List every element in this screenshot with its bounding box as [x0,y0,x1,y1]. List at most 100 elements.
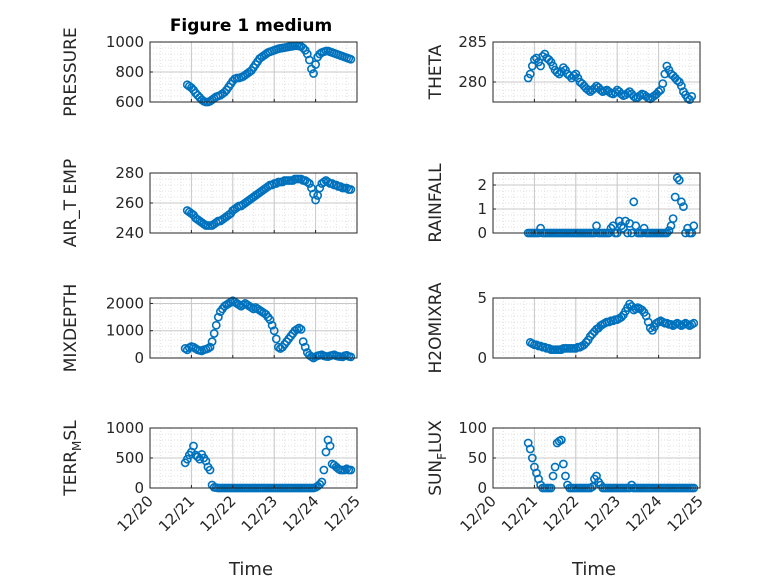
data-point [267,320,277,330]
data-point [592,221,601,231]
data-point [614,216,624,226]
data-point [672,173,682,183]
x-tick-label: 12/22 [196,492,239,535]
x-tick-label: 12/21 [498,492,541,535]
data-point [561,471,570,481]
data-point [265,315,275,325]
data-point [645,323,655,333]
data-point [654,87,663,96]
x-tick-label: 12/24 [622,492,665,535]
data-point [315,183,325,193]
data-point [670,192,680,202]
subplot-mixdepth: 0 1000 2000 MIXDEPTH [61,284,358,373]
data-point [664,226,674,235]
y-axis-label: H2OMIXRA [426,282,446,373]
y-tick-label: 260 [115,194,144,212]
data-point [527,453,537,463]
data-point [346,185,356,194]
data-point [321,447,331,457]
x-tick-label: 12/25 [321,492,364,535]
data-point [616,312,626,322]
data-point [674,175,684,185]
data-point [581,337,591,347]
data-point [207,337,217,347]
y-tick-label: 0 [477,479,487,497]
subplot-rainfall: 0 1 2 RAINFALL [426,163,701,243]
data-point [311,195,320,205]
y-tick-label: 1 [477,200,487,218]
x-axis-label-right: Time [571,559,616,580]
data-point [205,342,215,352]
data-point [536,61,546,71]
data-point [544,55,554,64]
data-point [668,214,678,223]
data-point [304,55,314,65]
y-axis-label: AIR_T EMP [61,159,81,247]
subplot-h2omixra: 0 5 H2OMIXRA [426,282,701,374]
x-tick-label: 12/23 [581,492,624,535]
data-point [596,85,606,95]
y-axis-label: SUNFLUX [426,420,449,496]
x-tick-label: 12/25 [664,492,707,535]
x-tick-label: 12/23 [238,492,281,535]
data-point [629,92,639,101]
data-point [271,334,281,344]
y-tick-label: 280 [458,73,487,91]
data-point [552,68,562,77]
data-point [269,326,279,336]
data-point [346,54,356,64]
subplot-pressure: 600 800 1000 PRESSURE [61,27,358,117]
data-point [550,462,560,472]
axes-box [149,297,358,359]
data-point [658,79,668,88]
data-point [298,337,308,347]
y-tick-label: 0 [134,349,144,367]
data-point [558,459,568,469]
x-tick-label: 12/24 [279,492,322,535]
data-point [342,183,352,193]
subplot-air_temp: 240 260 280 AIR_T EMP [61,159,358,247]
y-axis-label: TERRMSL [61,420,84,497]
data-point [687,92,697,101]
y-axis-label: THETA [426,44,446,100]
data-point [558,63,568,72]
data-point [313,191,323,200]
data-point [311,60,320,69]
y-tick-label: 0 [477,224,487,242]
x-tick-label: 12/22 [539,492,582,535]
y-tick-label: 2000 [106,294,144,312]
data-point [319,465,329,475]
y-tick-label: 0 [477,349,487,367]
data-point [317,477,327,487]
data-point [211,320,221,330]
y-tick-label: 5 [477,289,487,307]
y-axis-label: PRESSURE [61,27,81,116]
subplot-theta: 280 285 THETA [426,33,701,104]
x-tick-label: 12/21 [155,492,198,535]
y-tick-label: 500 [115,449,144,467]
axes-box [492,172,701,234]
data-point [302,177,312,187]
data-point [205,465,215,475]
y-axis-label: MIXDEPTH [61,284,81,373]
data-point [587,482,597,492]
y-tick-label: 50 [468,449,487,467]
data-point [637,305,647,315]
data-point [220,87,229,97]
axes-box [492,297,701,359]
y-axis-label: RAINFALL [426,163,446,243]
data-point [676,197,686,207]
data-point [189,441,198,451]
y-tick-label: 280 [115,164,144,182]
data-point [300,342,310,352]
data-point [346,352,356,362]
data-point [616,89,626,99]
data-point [213,312,223,322]
y-tick-label: 2 [477,176,487,194]
data-point [186,83,196,93]
x-tick-label: 12/20 [457,492,500,535]
y-tick-label: 1000 [106,33,144,51]
